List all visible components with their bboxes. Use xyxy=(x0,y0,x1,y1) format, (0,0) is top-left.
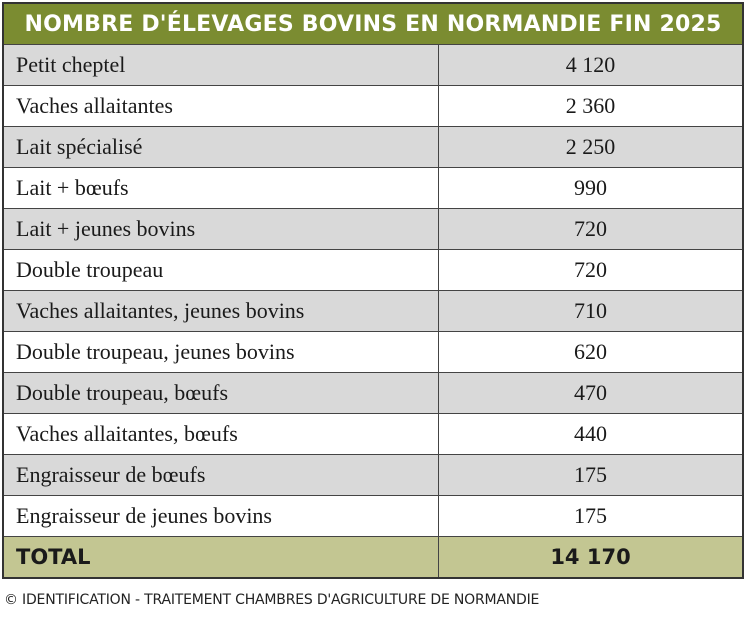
table-row: Vaches allaitantes, bœufs 440 xyxy=(2,413,744,455)
row-value: 470 xyxy=(438,372,744,414)
table-row: Lait + bœufs 990 xyxy=(2,167,744,209)
row-label: Lait spécialisé xyxy=(2,126,439,168)
total-value: 14 170 xyxy=(438,536,744,579)
row-label: Vaches allaitantes, jeunes bovins xyxy=(2,290,439,332)
table-title: NOMBRE D'ÉLEVAGES BOVINS EN NORMANDIE FI… xyxy=(2,2,744,45)
row-label: Vaches allaitantes xyxy=(2,85,439,127)
row-value: 990 xyxy=(438,167,744,209)
row-label: Engraisseur de jeunes bovins xyxy=(2,495,439,537)
row-value: 175 xyxy=(438,454,744,496)
table-header: NOMBRE D'ÉLEVAGES BOVINS EN NORMANDIE FI… xyxy=(2,2,744,45)
row-label: Engraisseur de bœufs xyxy=(2,454,439,496)
table-row: Lait + jeunes bovins 720 xyxy=(2,208,744,250)
table-row: Lait spécialisé 2 250 xyxy=(2,126,744,168)
row-value: 2 360 xyxy=(438,85,744,127)
table-row: Double troupeau, bœufs 470 xyxy=(2,372,744,414)
table-row: Engraisseur de jeunes bovins 175 xyxy=(2,495,744,537)
row-label: Vaches allaitantes, bœufs xyxy=(2,413,439,455)
row-value: 720 xyxy=(438,208,744,250)
source-note: © IDENTIFICATION - TRAITEMENT CHAMBRES D… xyxy=(4,592,540,608)
row-label: Double troupeau, jeunes bovins xyxy=(2,331,439,373)
row-value: 440 xyxy=(438,413,744,455)
row-value: 620 xyxy=(438,331,744,373)
row-value: 720 xyxy=(438,249,744,291)
table-row: Double troupeau, jeunes bovins 620 xyxy=(2,331,744,373)
table-row: Petit cheptel 4 120 xyxy=(2,44,744,86)
row-label: Lait + jeunes bovins xyxy=(2,208,439,250)
livestock-table: NOMBRE D'ÉLEVAGES BOVINS EN NORMANDIE FI… xyxy=(2,2,744,579)
row-label: Petit cheptel xyxy=(2,44,439,86)
total-label: TOTAL xyxy=(2,536,439,579)
row-label: Lait + bœufs xyxy=(2,167,439,209)
row-value: 175 xyxy=(438,495,744,537)
table-row: Double troupeau 720 xyxy=(2,249,744,291)
table-row: Vaches allaitantes 2 360 xyxy=(2,85,744,127)
row-label: Double troupeau, bœufs xyxy=(2,372,439,414)
total-row: TOTAL 14 170 xyxy=(2,536,744,579)
row-value: 4 120 xyxy=(438,44,744,86)
row-label: Double troupeau xyxy=(2,249,439,291)
table-row: Engraisseur de bœufs 175 xyxy=(2,454,744,496)
table-body: Petit cheptel 4 120 Vaches allaitantes 2 36… xyxy=(2,44,744,537)
table-row: Vaches allaitantes, jeunes bovins 710 xyxy=(2,290,744,332)
row-value: 2 250 xyxy=(438,126,744,168)
row-value: 710 xyxy=(438,290,744,332)
